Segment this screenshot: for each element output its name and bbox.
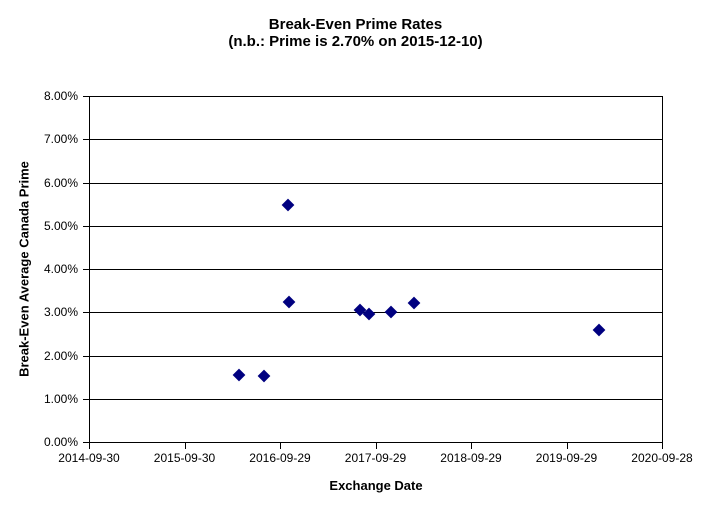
gridline bbox=[89, 312, 662, 314]
data-point-diamond bbox=[282, 295, 295, 309]
y-axis-tick bbox=[83, 355, 89, 357]
y-axis-tick bbox=[83, 398, 89, 400]
gridline bbox=[89, 182, 662, 184]
y-tick-label: 0.00% bbox=[43, 435, 78, 449]
plot-area bbox=[83, 96, 663, 449]
x-tick-label: 2017-09-29 bbox=[344, 451, 407, 465]
y-tick-label: 7.00% bbox=[43, 132, 78, 147]
x-tick-label: 2020-09-28 bbox=[631, 451, 693, 465]
y-tick-label: 5.00% bbox=[43, 218, 78, 233]
gridline bbox=[89, 355, 662, 357]
y-tick-label: 8.00% bbox=[43, 89, 78, 103]
x-axis-title: Exchange Date bbox=[329, 478, 423, 493]
y-axis-tick bbox=[83, 182, 89, 184]
gridline bbox=[89, 269, 662, 270]
x-axis-tick bbox=[471, 442, 472, 449]
data-point-diamond bbox=[592, 323, 606, 336]
chart-title-block: Break-Even Prime Rates (n.b.: Prime is 2… bbox=[0, 16, 711, 50]
y-tick-label: 3.00% bbox=[43, 305, 78, 320]
y-axis-tick bbox=[83, 312, 89, 314]
data-point-diamond bbox=[384, 305, 398, 319]
x-axis-tick bbox=[89, 442, 90, 449]
data-point-diamond bbox=[407, 296, 421, 310]
y-axis-tick bbox=[83, 442, 89, 443]
x-tick-label: 2019-09-29 bbox=[535, 451, 598, 465]
y-axis-tick bbox=[83, 96, 89, 97]
y-axis-tick bbox=[83, 139, 89, 141]
x-axis-tick bbox=[184, 442, 186, 449]
gridline bbox=[89, 225, 662, 227]
y-axis-tick bbox=[83, 269, 89, 270]
y-tick-label: 4.00% bbox=[43, 262, 78, 276]
data-point-diamond bbox=[232, 369, 246, 382]
chart-title: Break-Even Prime Rates bbox=[268, 16, 443, 33]
plot-right-border bbox=[662, 96, 663, 443]
y-tick-label: 1.00% bbox=[43, 391, 78, 406]
y-tick-label: 6.00% bbox=[43, 175, 78, 190]
x-tick-label: 2016-09-29 bbox=[249, 451, 311, 465]
y-tick-label: 2.00% bbox=[43, 348, 78, 363]
x-axis-tick bbox=[375, 442, 377, 449]
x-tick-label: 2018-09-29 bbox=[440, 451, 502, 465]
data-point-diamond bbox=[257, 369, 271, 383]
x-axis-tick bbox=[566, 442, 568, 449]
gridline bbox=[89, 139, 662, 141]
x-axis-tick bbox=[280, 442, 281, 449]
x-axis-tick bbox=[662, 442, 663, 449]
chart-subtitle: (n.b.: Prime is 2.70% on 2015-12-10) bbox=[228, 33, 483, 50]
data-point-diamond bbox=[281, 199, 295, 212]
x-tick-label: 2014-09-30 bbox=[58, 451, 120, 465]
x-tick-label: 2015-09-30 bbox=[153, 451, 216, 465]
y-axis-tick bbox=[83, 225, 89, 227]
gridline bbox=[89, 398, 662, 400]
gridline bbox=[89, 96, 662, 97]
